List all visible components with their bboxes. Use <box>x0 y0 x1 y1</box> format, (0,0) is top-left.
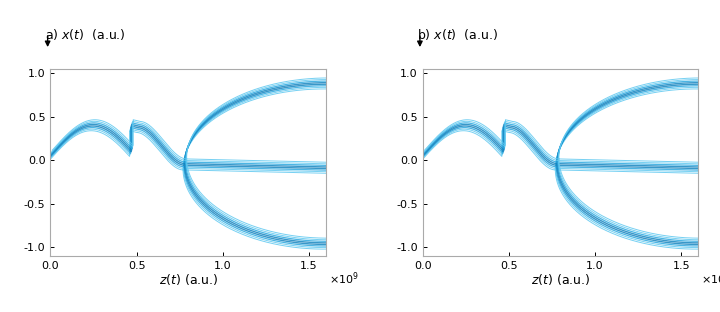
Text: a) $x(t)$  (a.u.): a) $x(t)$ (a.u.) <box>45 27 125 42</box>
X-axis label: $z(t)$ (a.u.): $z(t)$ (a.u.) <box>531 272 590 287</box>
Text: $\times10^2$: $\times10^2$ <box>701 271 720 287</box>
Text: $\times10^9$: $\times10^9$ <box>329 271 359 287</box>
X-axis label: $z(t)$ (a.u.): $z(t)$ (a.u.) <box>158 272 218 287</box>
Text: b) $x(t)$  (a.u.): b) $x(t)$ (a.u.) <box>417 27 498 42</box>
